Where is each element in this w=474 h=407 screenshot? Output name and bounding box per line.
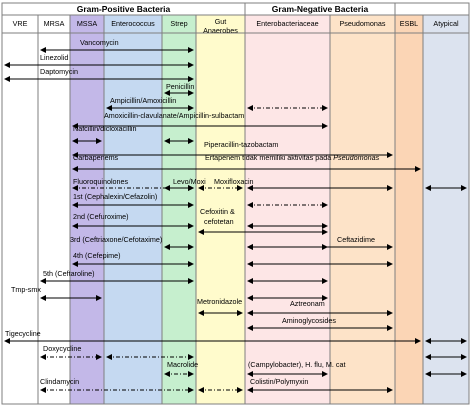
drug-label-aztreonam: Aztreonam [290,299,325,308]
drug-label-4th-cefepime: 4th (Cefepime) [73,251,121,260]
drug-label-aminoglycosides: Aminoglycosides [282,316,336,325]
column-band-esbl [395,15,423,404]
drug-label-levo-moxi: Levo/Moxi [173,177,206,186]
drug-label-clindamycin: Clindamycin [40,377,79,386]
column-header-mssa: MSSA [77,19,98,28]
drug-label-fluoroquinolones: Fluoroquinolones [73,177,129,186]
gram-negative-header: Gram-Negative Bacteria [272,4,369,14]
drug-label-ceftazidime: Ceftazidime [337,235,375,244]
drug-label-moxifloxacin: Moxifloxacin [214,177,254,186]
column-header-strep: Strep [170,19,187,28]
drug-label-macrolide: Macrolide [167,360,198,369]
drug-label-doxycycline: Doxycycline [43,344,81,353]
drug-label-carbapenems: Carbapenems [73,153,119,162]
drug-label-3rd-ceftriaxone-cefotaxime: 3rd (Ceftriaxone/Cefotaxime) [70,235,162,244]
drug-label-5th-ceftaroline: 5th (Ceftaroline) [43,269,95,278]
drug-label-nafcillin-dicloxacillin: Nafcillin/dicloxacillin [73,124,137,133]
drug-label-ertapenem-tidak-memiliki-aktivitas-pada-pseudomonas: Ertapenem tidak memiliki aktivitas pada … [205,153,380,162]
drug-label-tigecycline: Tigecycline [5,329,41,338]
column-header-gut_anaerobes: Gut Anaerobes [203,17,238,35]
column-header-vre: VRE [13,19,28,28]
column-band-vre [2,15,38,404]
drug-label-2nd-cefuroxime: 2nd (Cefuroxime) [73,212,129,221]
column-header-enterobacteriaceae: Enterobacteriaceae [256,19,318,28]
gram-positive-header: Gram-Positive Bacteria [77,4,171,14]
column-header-mrsa: MRSA [44,19,65,28]
column-band-atypical [423,15,469,404]
drug-label-linezolid: Linezolid [40,53,68,62]
column-band-enterococcus [104,15,162,404]
column-header-enterococcus: Enterococcus [111,19,155,28]
drug-label-tmp-smx: Tmp-smx [11,285,41,294]
drug-label-daptomycin: Daptomycin [40,67,78,76]
drug-label-campylobacter-h-flu-m-cat: (Campylobacter), H. flu, M. cat [248,360,345,369]
drug-label-penicillin: Penicillin [166,82,194,91]
drug-label-colistin-polymyxin: Colistin/Polymyxin [250,377,308,386]
column-header-esbl: ESBL [400,19,418,28]
drug-label-cefoxitin-cefotetan: Cefoxitin & cefotetan [200,207,235,226]
table-border [1,2,470,405]
column-header-atypical: Atypical [433,19,459,28]
drug-label-ampicillin-amoxicillin: Ampicillin/Amoxicillin [110,96,176,105]
drug-label-vancomycin: Vancomycin [80,38,119,47]
drug-label-metronidazole: Metronidazole [197,297,242,306]
column-band-enterobacteriaceae [245,15,330,404]
drug-label-1st-cephalexin-cefazolin: 1st (Cephalexin/Cefazolin) [73,192,157,201]
column-header-pseudomonas: Pseudomonas [340,19,386,28]
column-band-pseudomonas [330,15,395,404]
drug-label-piperacillin-tazobactam: Piperacillin-tazobactam [204,140,278,149]
column-band-strep [162,15,196,404]
drug-label-amoxicillin-clavulanate-ampicillin-sulbactam: Amoxicillin-clavulanate/Ampicillin-sulba… [104,111,244,120]
